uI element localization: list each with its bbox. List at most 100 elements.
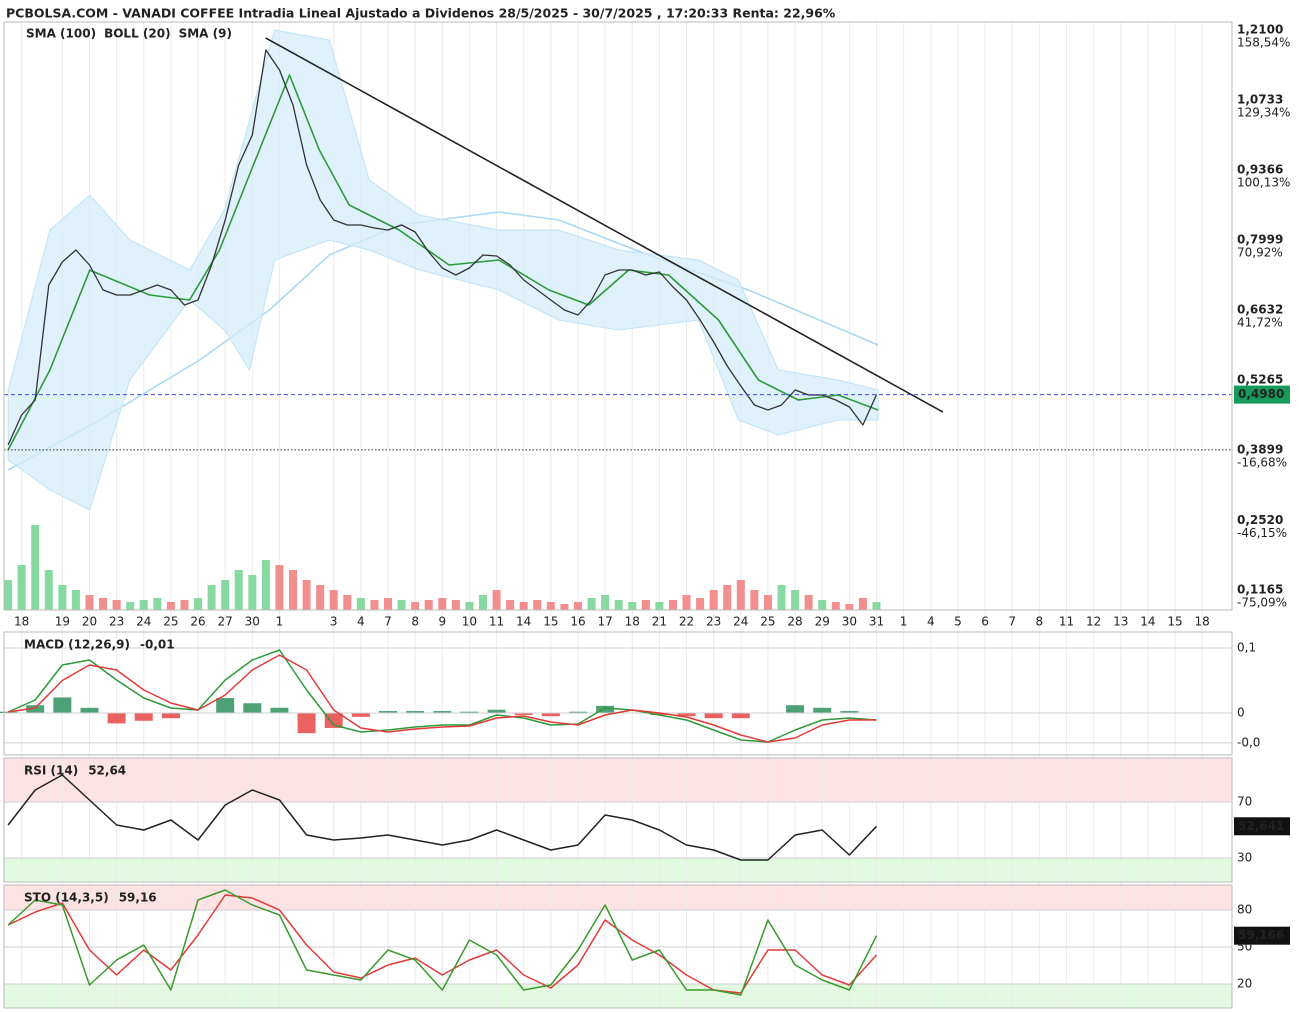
x-tick-label: 25 bbox=[760, 615, 775, 629]
panel-frame bbox=[3, 757, 1233, 883]
last-value-label: 59,166 bbox=[1238, 928, 1284, 942]
volume-bar bbox=[628, 602, 637, 610]
series-line bbox=[7, 889, 878, 996]
histogram-bar bbox=[53, 697, 72, 714]
volume-bar bbox=[411, 602, 420, 610]
y-tick-label: 30 bbox=[1237, 850, 1252, 864]
x-tick-label: 17 bbox=[597, 615, 612, 629]
y-tick-label: 0,1 bbox=[1237, 640, 1256, 654]
y-tick-label: 0,2520 bbox=[1237, 513, 1283, 527]
panel-frame bbox=[3, 631, 1233, 756]
histogram-bar bbox=[433, 711, 452, 714]
x-tick-label: 8 bbox=[1035, 615, 1043, 629]
volume-bar bbox=[166, 602, 175, 610]
volume-bar bbox=[153, 598, 162, 610]
volume-bar bbox=[763, 595, 772, 610]
histogram-bar bbox=[216, 698, 235, 714]
band bbox=[7, 29, 879, 511]
volume-bar bbox=[126, 602, 135, 610]
x-tick-label: 1 bbox=[900, 615, 908, 629]
zone bbox=[4, 857, 1232, 882]
trendline bbox=[265, 37, 944, 413]
volume-bar bbox=[99, 598, 108, 610]
volume-bar bbox=[356, 598, 365, 610]
zone bbox=[4, 758, 1232, 802]
y2-tick-label: 129,34% bbox=[1237, 106, 1290, 120]
y-tick-label: 0,3899 bbox=[1237, 442, 1283, 456]
volume-bar bbox=[329, 590, 338, 610]
x-tick-label: 14 bbox=[1140, 615, 1155, 629]
y-tick-label: 0,9366 bbox=[1237, 162, 1283, 176]
volume-bar bbox=[668, 600, 677, 610]
histogram-bar bbox=[840, 711, 859, 714]
y-tick-label: 1,0733 bbox=[1237, 92, 1283, 106]
panel-frame bbox=[3, 884, 1233, 1009]
y2-tick-label: 158,54% bbox=[1237, 36, 1290, 50]
volume-bar bbox=[587, 598, 596, 610]
volume-bar bbox=[465, 602, 474, 610]
histogram-bar bbox=[324, 713, 343, 728]
zone bbox=[4, 983, 1232, 1008]
histogram-bar bbox=[460, 711, 479, 714]
x-tick-label: 10 bbox=[462, 615, 477, 629]
volume-bar bbox=[58, 585, 67, 610]
y2-tick-label: -16,68% bbox=[1237, 455, 1287, 469]
volume-bar bbox=[370, 600, 379, 610]
volume-bar bbox=[451, 600, 460, 610]
volume-bar bbox=[261, 560, 270, 610]
volume-bar bbox=[275, 565, 284, 610]
chart-title: PCBOLSA.COM - VANADI COFFEE Intradia Lin… bbox=[6, 6, 836, 21]
x-tick-label: 15 bbox=[543, 615, 558, 629]
volume-bar bbox=[85, 595, 94, 610]
histogram-bar bbox=[243, 703, 262, 714]
y2-tick-label: 41,72% bbox=[1237, 315, 1283, 329]
volume-bar bbox=[736, 580, 745, 610]
histogram-bar bbox=[786, 705, 805, 714]
y-tick-label: -0,0 bbox=[1237, 735, 1260, 749]
y-tick-label: 80 bbox=[1237, 903, 1252, 917]
volume-bar bbox=[872, 602, 881, 610]
x-tick-label: 13 bbox=[1113, 615, 1128, 629]
x-tick-label: 16 bbox=[570, 615, 585, 629]
volume-bar bbox=[655, 602, 664, 610]
last-value-box bbox=[1234, 926, 1290, 945]
volume-bar bbox=[194, 598, 203, 610]
x-tick-label: 27 bbox=[218, 615, 233, 629]
x-tick-label: 29 bbox=[815, 615, 830, 629]
volume-bar bbox=[397, 600, 406, 610]
histogram-bar bbox=[514, 713, 533, 715]
y-tick-label: 0,7999 bbox=[1237, 232, 1283, 246]
volume-bar bbox=[248, 575, 257, 610]
y-tick-label: 0,1165 bbox=[1237, 582, 1283, 596]
histogram-bar bbox=[677, 713, 696, 717]
panel-title: MACD (12,26,9) bbox=[24, 638, 130, 652]
x-tick-label: 31 bbox=[869, 615, 884, 629]
x-tick-label: 23 bbox=[706, 615, 721, 629]
volume-bar bbox=[546, 602, 555, 610]
volume-bar bbox=[858, 598, 867, 610]
x-tick-label: 28 bbox=[787, 615, 802, 629]
volume-bar bbox=[492, 590, 501, 610]
legend-entry: BOLL (20) bbox=[104, 27, 171, 41]
histogram-bar bbox=[487, 709, 506, 714]
histogram-bar bbox=[134, 713, 153, 721]
x-tick-label: 24 bbox=[136, 615, 151, 629]
volume-bar bbox=[44, 570, 53, 610]
x-tick-label: 25 bbox=[163, 615, 178, 629]
x-tick-label: 7 bbox=[1008, 615, 1016, 629]
volume-bar bbox=[438, 598, 447, 610]
volume-bar bbox=[750, 590, 759, 610]
volume-bar bbox=[289, 570, 298, 610]
volume-bar bbox=[71, 590, 80, 610]
volume-bar bbox=[831, 602, 840, 610]
volume-bar bbox=[180, 600, 189, 610]
last-value-label: 0,4980 bbox=[1238, 387, 1284, 401]
panel-readout: 52,64 bbox=[88, 764, 126, 778]
x-tick-label: 18 bbox=[14, 615, 29, 629]
volume-bar bbox=[316, 585, 325, 610]
last-value-label: 52,641 bbox=[1238, 819, 1284, 833]
volume-bar bbox=[533, 600, 542, 610]
volume-bar bbox=[614, 600, 623, 610]
panel bbox=[4, 632, 1232, 755]
